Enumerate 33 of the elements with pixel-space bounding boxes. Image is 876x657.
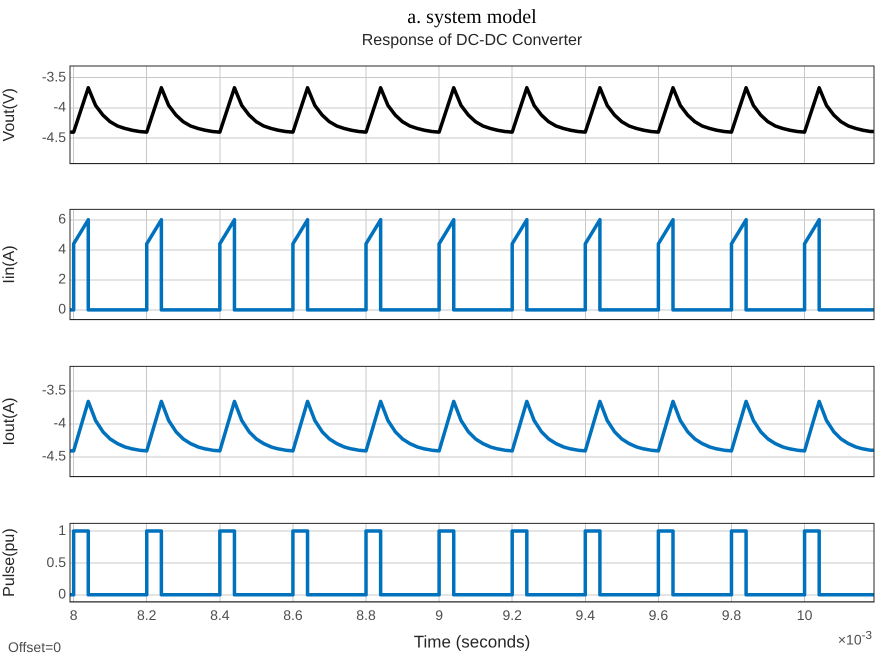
y-axis-title: Iout(A) [1, 397, 18, 446]
text: ×10$^{-3}$ [838, 629, 872, 648]
y-tick-label: 0.5 [46, 554, 66, 570]
text: Offset=0 [8, 639, 62, 655]
y-tick-label: -4 [54, 98, 66, 115]
x-tick-label: 9.8 [722, 607, 742, 624]
x-tick-label: 8 [70, 607, 78, 624]
x-tick-label: 8.4 [210, 607, 230, 624]
y-tick-label: 6 [58, 210, 66, 227]
y-tick-label: 2 [58, 270, 66, 287]
chart-subtitle: Response of DC-DC Converter [360, 31, 584, 51]
y-tick-label: -4 [54, 414, 66, 431]
y-tick-label: -3.5 [42, 382, 66, 398]
x-tick-label: 9.6 [648, 607, 668, 624]
x-tick-label: 9 [435, 607, 444, 624]
y-tick-label: 0 [58, 586, 66, 602]
y-tick-label: -4.5 [42, 129, 66, 145]
y-tick-label: 0 [58, 300, 66, 317]
x-tick-label: 8.2 [137, 607, 157, 624]
x-tick-label: 8.8 [356, 607, 376, 624]
y-axis-title: Vout(V) [1, 88, 18, 142]
y-tick-label: -3.5 [42, 68, 66, 84]
x-tick-label: 8.6 [283, 607, 303, 624]
y-axis-title: Iin(A) [1, 245, 18, 284]
chart-title: a. system model [406, 5, 538, 30]
x-tick-label: 9.2 [502, 607, 522, 624]
y-tick-label: -4.5 [42, 448, 66, 464]
y-tick-label: 1 [58, 522, 66, 538]
x-axis-title: Time (seconds) [414, 632, 530, 652]
x-tick-label: 10 [796, 607, 813, 624]
y-tick-label: 4 [58, 240, 66, 257]
x-tick-label: 9.4 [576, 607, 596, 624]
y-axis-title: Pulse(pu) [1, 528, 18, 597]
